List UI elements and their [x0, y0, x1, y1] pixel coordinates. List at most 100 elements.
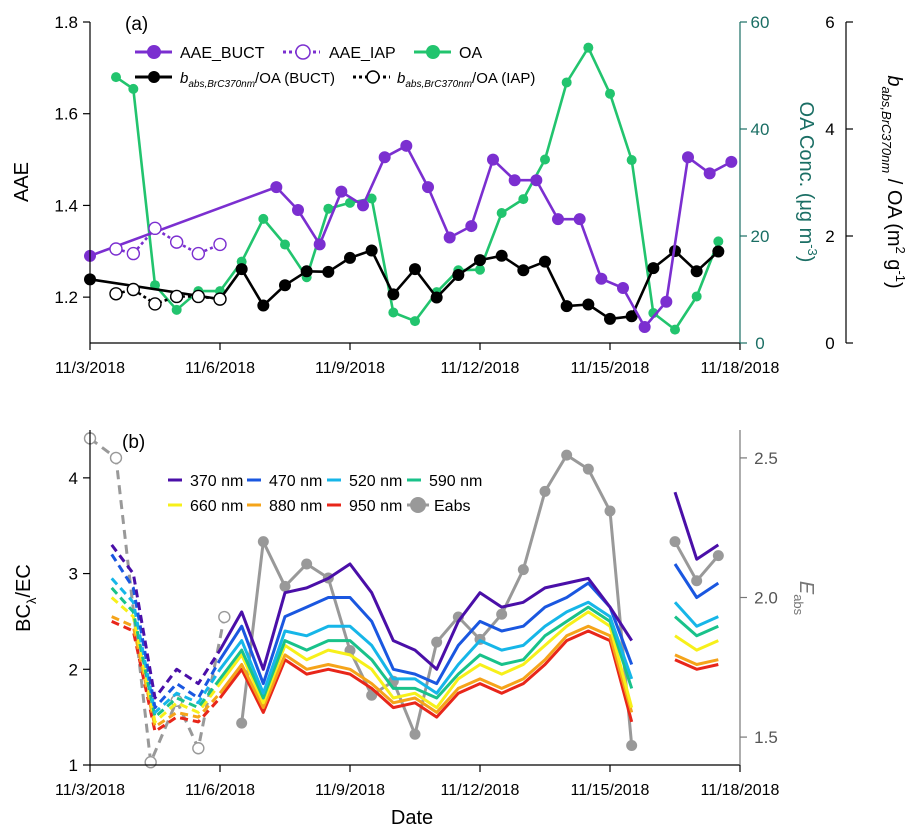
a-xtick-label: 11/9/2018: [315, 360, 385, 377]
a-series-0-point: [270, 181, 283, 194]
a-series-3-point: [495, 249, 508, 262]
legend-label-aae-buct: AAE_BUCT: [180, 45, 265, 62]
a-series-4-point: [148, 297, 162, 311]
b-ylabel-left: BCλ/EC: [13, 564, 39, 632]
a-series-0-point: [617, 281, 629, 294]
a-series-0-point: [508, 174, 521, 187]
a-series-3-point: [344, 251, 356, 264]
a-series-2-point: [561, 77, 572, 88]
a-series-0-point: [378, 151, 391, 164]
a-series-0-point: [313, 238, 326, 251]
bc-590-nm-solid-line: [218, 605, 719, 700]
legend-660-nm: 660 nm: [168, 498, 243, 515]
a-series-3-point: [625, 310, 638, 323]
legend-aae-iap: AAE_IAP: [283, 44, 396, 62]
a-series-3-point: [647, 262, 660, 275]
b-xtick-label: 11/9/2018: [315, 782, 385, 799]
a-ticks: 11/3/2018 11/6/2018 11/9/2018 11/12/2018 11/…: [54, 13, 853, 377]
a-series-0-point: [530, 174, 543, 187]
a-series-0-point: [682, 151, 694, 164]
a-series-2-point: [280, 239, 290, 250]
a-series-2-point: [691, 291, 702, 302]
a-series-3-point: [279, 279, 291, 292]
a-series-2-point: [605, 88, 615, 99]
panel-b: 11/3/2018 11/6/2018 11/9/2018 11/12/2018 11/…: [13, 430, 817, 829]
legend-oa: OA: [414, 45, 482, 62]
b-ticks: 11/3/2018 11/6/2018 11/9/2018 11/12/2018 11/…: [55, 449, 780, 799]
a-series-2-point: [713, 236, 724, 247]
a-series-3-point: [560, 300, 573, 313]
a-ytick-left-label: 1.2: [54, 288, 78, 307]
a-series-0-point: [552, 213, 564, 226]
a-series-2-point: [496, 207, 507, 218]
legend-b-iap: babs,BrC370nm/OA (IAP): [353, 70, 535, 90]
b-panel-label: (b): [122, 432, 145, 453]
bc-370-nm-solid-line: [218, 491, 720, 671]
a-series-3-point: [409, 263, 421, 276]
legend-520-nm: 520 nm: [327, 473, 402, 490]
eabs-solid-point: [626, 739, 638, 751]
a-series-0-point: [292, 204, 304, 217]
a-series-2-point: [540, 154, 550, 165]
eabs-tail-point: [669, 536, 681, 548]
a-series-2-point: [323, 203, 334, 214]
legend-470-nm: 470 nm: [247, 473, 322, 490]
bc-590-nm-dashed-line: [110, 586, 222, 719]
eabs-solid-point: [431, 636, 443, 648]
a-series-3-point: [452, 269, 465, 282]
a-xtick-label: 11/15/2018: [571, 360, 650, 377]
a-series-0-point: [335, 185, 348, 198]
eabs-solid-point: [236, 717, 248, 729]
legend-marker-b-iap: [366, 70, 380, 84]
eabs-dashed-point: [192, 742, 205, 755]
a-series-3-point: [430, 291, 443, 304]
a-series-0-point: [595, 272, 608, 285]
a-series-3-point: [235, 263, 248, 276]
b-ytick-right-label: 2.0: [754, 589, 778, 608]
legend-marker-b-buct: [148, 71, 160, 83]
a-series-3-point: [539, 255, 551, 268]
a-ytick-right1-label: 40: [751, 120, 770, 139]
eabs-solid-point: [604, 505, 616, 517]
a-series-3-point: [690, 265, 703, 278]
a-series-0-point: [422, 181, 434, 194]
legend-marker-aae-iap: [295, 44, 311, 60]
a-series-0-point: [400, 139, 413, 152]
a-series-2-point: [171, 304, 182, 315]
a-ytick-left-label: 1.8: [54, 13, 78, 32]
legend-marker-aae-buct: [147, 45, 161, 59]
a-series-3-point: [365, 244, 378, 257]
legend-b-buct: babs,BrC370nm/OA (BUCT): [135, 70, 335, 90]
a-xtick-label: 11/12/2018: [441, 360, 520, 377]
a-series-2-point: [518, 194, 529, 205]
b-ytick-right-label: 1.5: [754, 728, 778, 747]
a-series-0-line: [89, 144, 732, 329]
bc-370-nm-dashed-line: [110, 543, 222, 700]
b-ytick-left-label: 3: [69, 565, 78, 584]
legend-label: 590 nm: [429, 473, 482, 490]
legend-label-b-iap: babs,BrC370nm/OA (IAP): [397, 70, 535, 90]
a-series-0-point: [660, 295, 673, 308]
a-ytick-right2-label: 4: [825, 120, 834, 139]
a-series-4-point: [126, 282, 141, 297]
a-ytick-right2-label: 0: [825, 334, 834, 353]
panel-a-plot: [84, 42, 738, 335]
a-xtick-label: 11/6/2018: [185, 360, 255, 377]
bc-660-nm-dashed-line: [110, 596, 222, 724]
a-ylabel-right1: OA Conc. (μg m-3): [795, 102, 820, 263]
a-series-3-point: [474, 254, 486, 267]
a-series-1-point: [169, 235, 184, 249]
legend-label-oa: OA: [459, 45, 482, 62]
legend-label: 880 nm: [269, 498, 322, 515]
a-series-3-point: [712, 245, 725, 258]
legend-880-nm: 880 nm: [247, 498, 322, 515]
legend-Eabs: Eabs: [407, 497, 470, 515]
eabs-solid-point: [496, 608, 508, 620]
a-series-1-point: [109, 242, 123, 256]
a-legend: AAE_BUCT AAE_IAP OA babs,BrC370nm/OA (BU…: [135, 44, 535, 90]
a-ytick-right1-label: 0: [755, 334, 764, 353]
b-ytick-left-label: 1: [69, 756, 78, 775]
b-xtick-label: 11/3/2018: [55, 782, 125, 799]
a-series-0-point: [638, 320, 651, 333]
a-ytick-right2-label: 6: [825, 13, 834, 32]
